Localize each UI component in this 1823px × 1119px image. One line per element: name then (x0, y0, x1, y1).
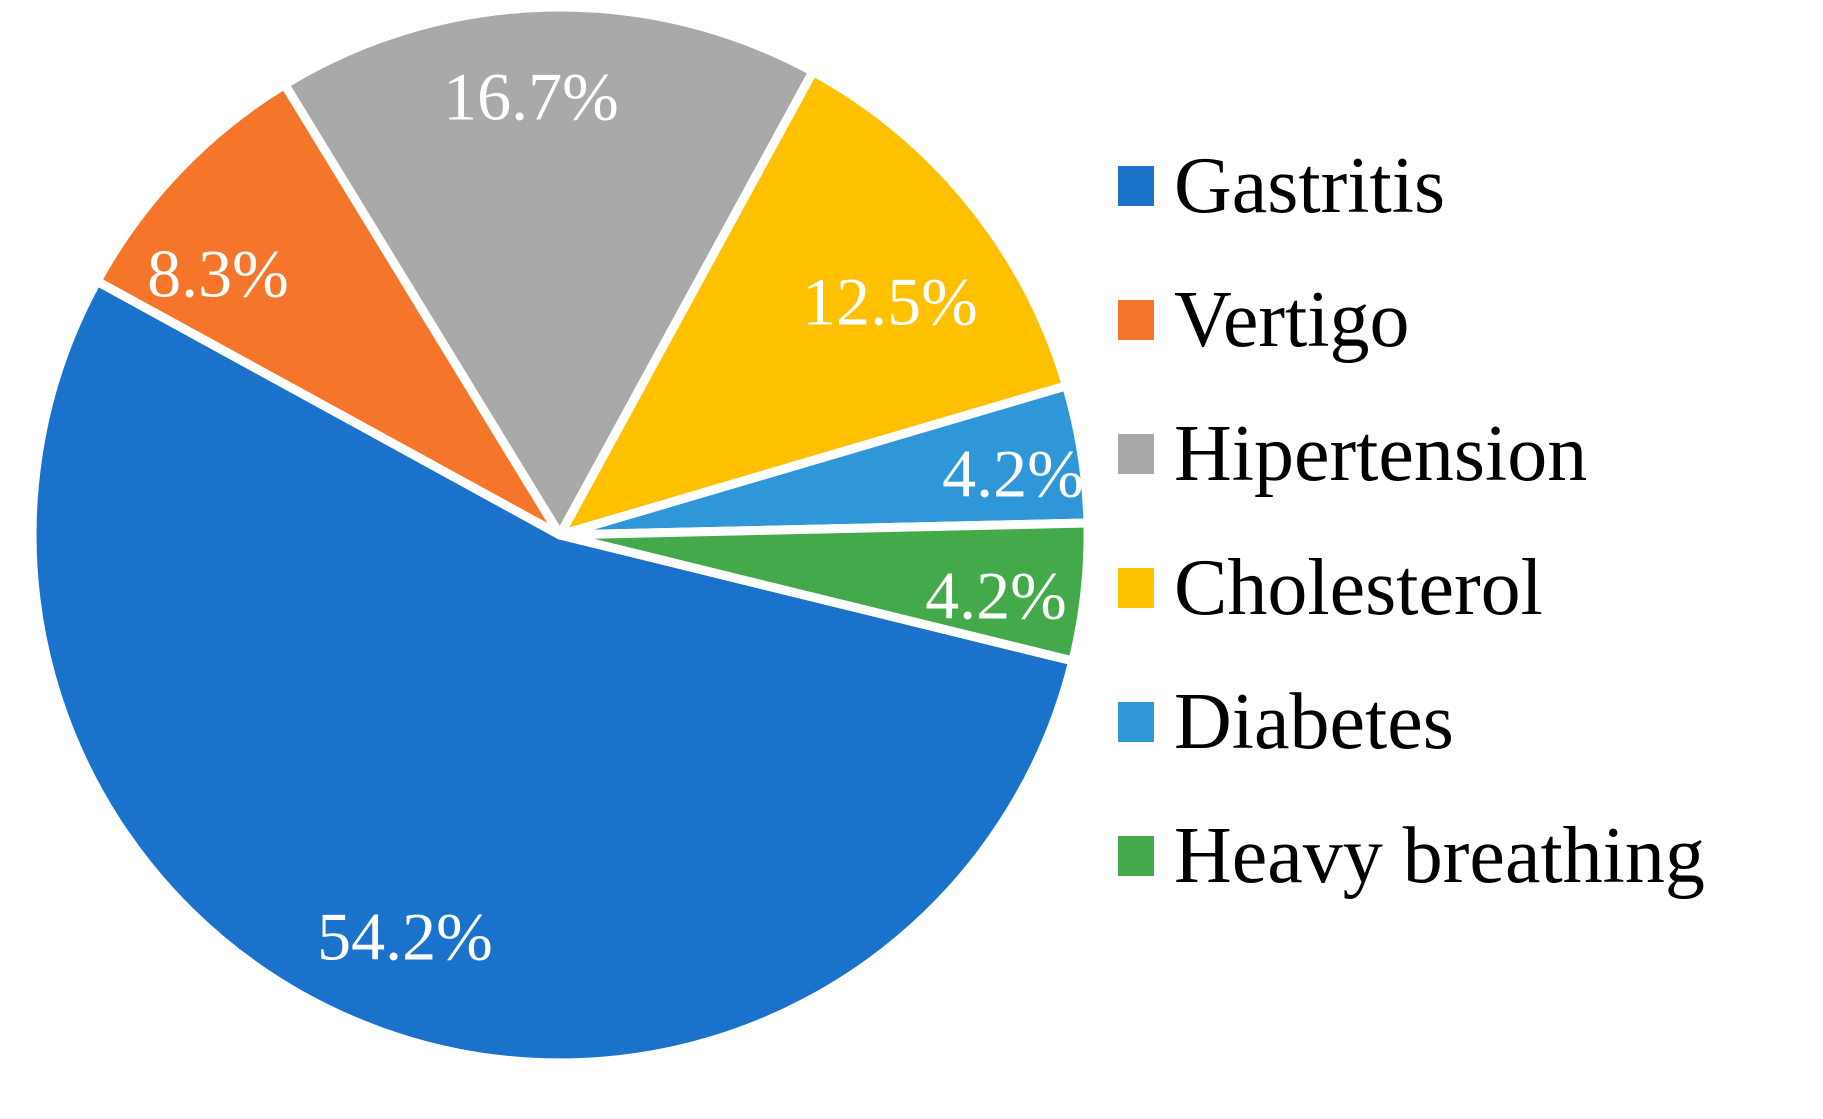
legend-swatch-icon-gastritis (1118, 166, 1154, 206)
legend-label-gastritis: Gastritis (1174, 142, 1446, 230)
pie-slice-label-heavy-breathing: 4.2% (925, 557, 1067, 633)
pie-slices-group (27, 2, 1093, 1068)
pie-slice-heavy-breathing (555, 518, 1093, 666)
pie-slice-label-cholesterol: 12.5% (802, 263, 978, 339)
pie-slice-labels-group: 54.2% 8.3% 16.7% 12.5% 4.2% 4.2% (147, 58, 1084, 974)
legend-label-cholesterol: Cholesterol (1174, 544, 1543, 632)
legend-label-hipertension: Hipertension (1174, 410, 1588, 498)
legend-row-heavy-breathing: Heavy breathing (1118, 789, 1705, 923)
legend-row-vertigo: Vertigo (1118, 253, 1705, 387)
legend-swatch-icon-heavy-breathing (1118, 836, 1154, 876)
legend-swatch-icon-diabetes (1118, 702, 1154, 742)
pie-slice-vertigo (92, 79, 565, 540)
pie-slice-hipertension (280, 2, 818, 540)
legend-row-diabetes: Diabetes (1118, 655, 1705, 789)
legend-swatch-icon-vertigo (1118, 300, 1154, 340)
legend-swatch-icon-cholesterol (1118, 568, 1154, 608)
legend-swatch-icon-hipertension (1118, 434, 1154, 474)
chart-legend: Gastritis Vertigo Hipertension Cholesterol D… (1118, 119, 1705, 923)
legend-label-diabetes: Diabetes (1174, 678, 1454, 766)
legend-row-hipertension: Hipertension (1118, 387, 1705, 521)
pie-slice-gastritis (27, 276, 1078, 1068)
legend-row-gastritis: Gastritis (1118, 119, 1705, 253)
pie-slice-label-diabetes: 4.2% (942, 435, 1084, 511)
legend-label-heavy-breathing: Heavy breathing (1174, 812, 1705, 900)
pie-slice-label-vertigo: 8.3% (147, 235, 289, 311)
pie-slice-label-gastritis: 54.2% (317, 898, 493, 974)
legend-label-vertigo: Vertigo (1174, 276, 1410, 364)
pie-slice-label-hipertension: 16.7% (443, 58, 619, 134)
legend-row-cholesterol: Cholesterol (1118, 521, 1705, 655)
